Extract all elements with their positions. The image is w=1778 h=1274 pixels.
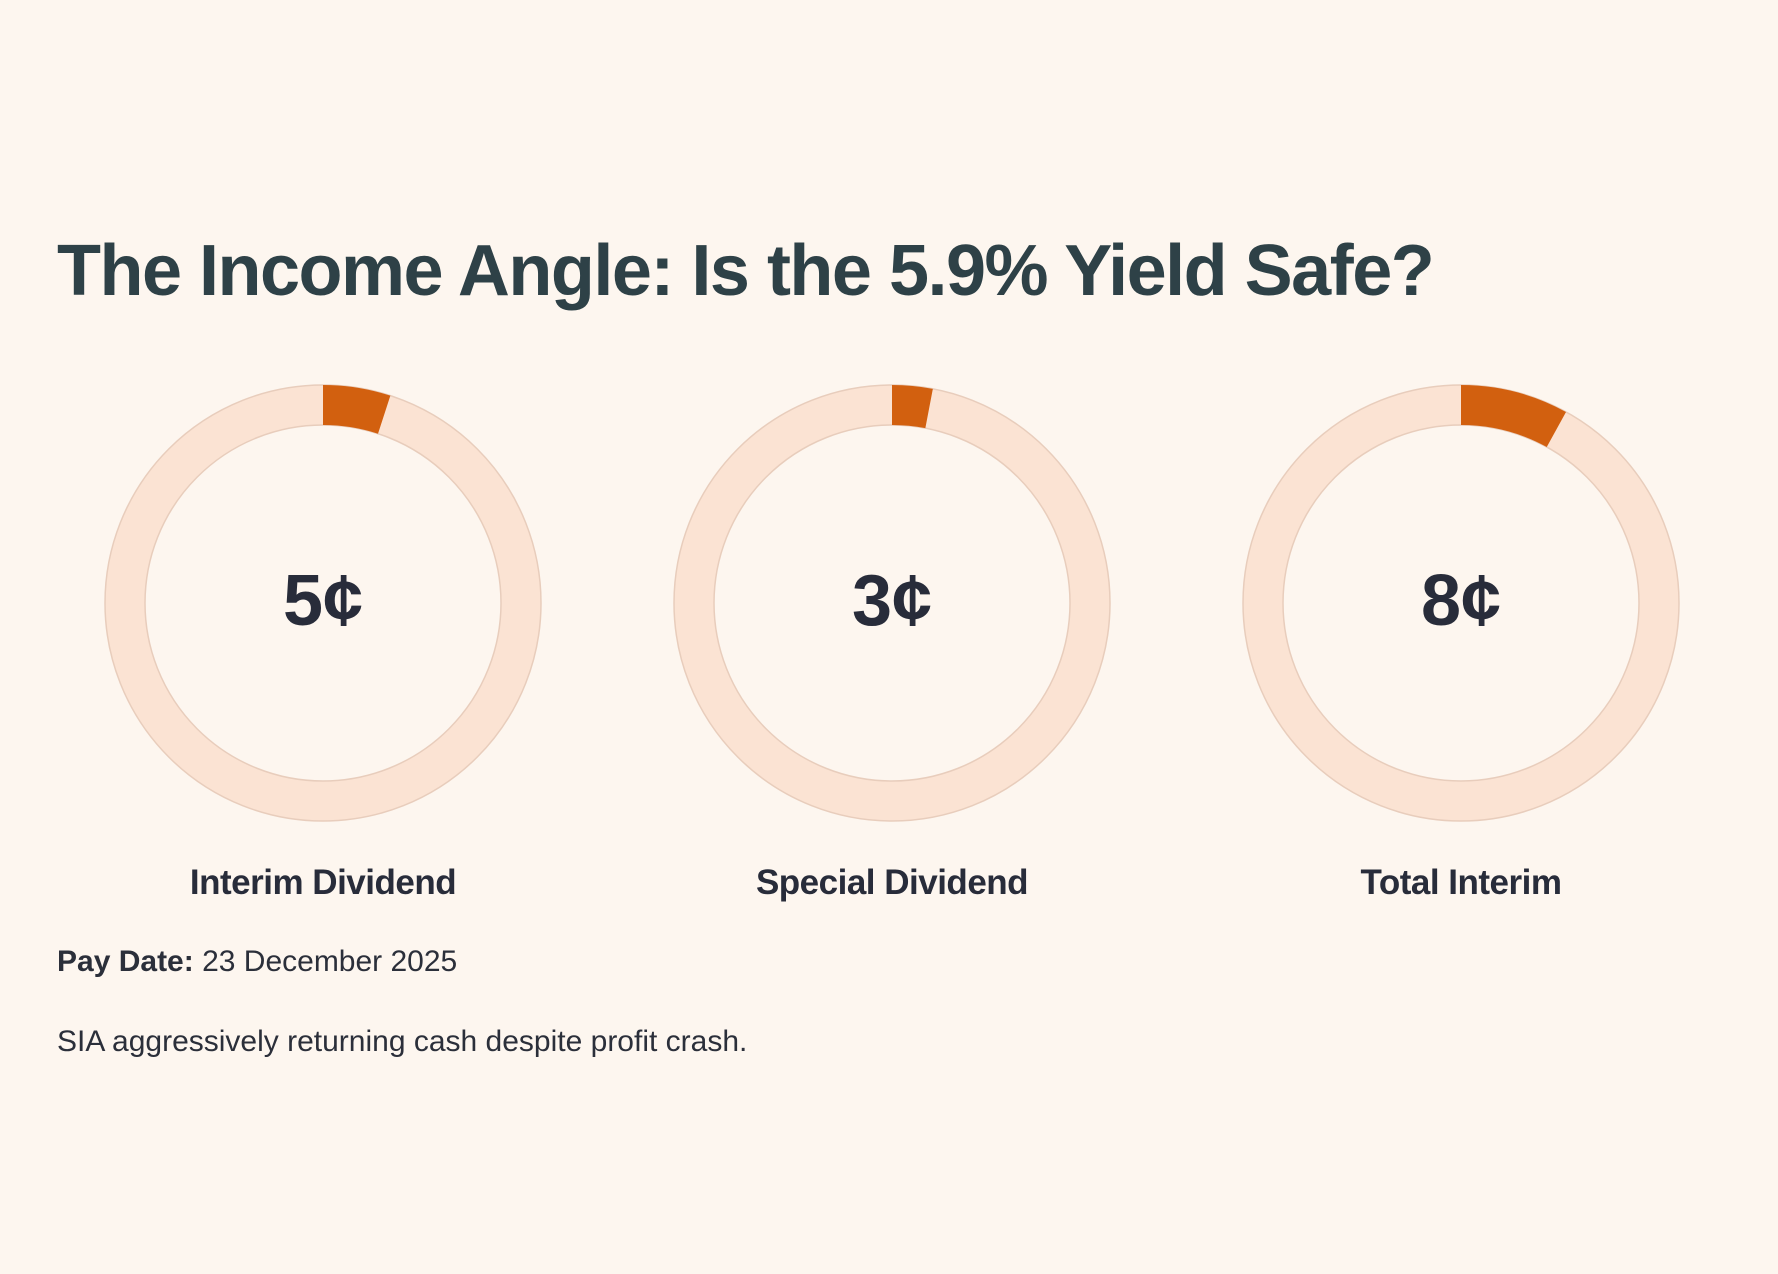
pay-date-value: 23 December 2025 [202,945,458,978]
pay-date-label: Pay Date: [57,945,194,978]
gauge-value-total-interim: 8¢ [1420,561,1502,641]
gauge-value-interim-dividend: 5¢ [282,561,364,641]
gauge-value-special-dividend: 3¢ [851,561,933,641]
gauge-fill-total-interim [1461,385,1567,448]
gauge-interim-dividend: 5¢ Interim Dividend [93,384,553,905]
gauge-ring-total-interim [1242,384,1680,822]
page-title: The Income Angle: Is the 5.9% Yield Safe… [57,231,1435,311]
dividend-gauges: 5¢ Interim Dividend 3¢ Special Dividend … [0,384,1778,905]
gauge-label-interim-dividend: Interim Dividend [189,863,457,902]
gauge-ring-interim-dividend [104,384,542,822]
gauge-fill-interim-dividend [323,385,391,434]
summary-note: SIA aggressively returning cash despite … [57,1025,748,1058]
gauge-fill-special-dividend [892,385,933,429]
gauge-ring-special-dividend [673,384,1111,822]
gauge-special-dividend: 3¢ Special Dividend [662,384,1122,905]
gauge-label-total-interim: Total Interim [1360,863,1562,902]
gauge-label-special-dividend: Special Dividend [755,863,1029,902]
gauge-total-interim: 8¢ Total Interim [1231,384,1691,905]
pay-date: Pay Date: 23 December 2025 [57,945,457,979]
